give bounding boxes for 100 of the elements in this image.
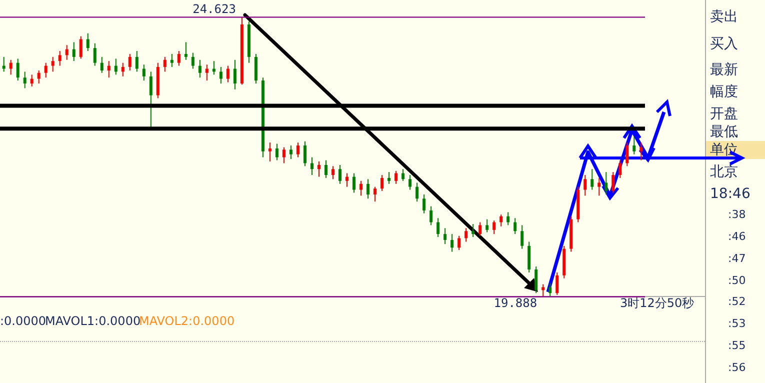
text: 北京 xyxy=(710,163,738,181)
candlestick xyxy=(366,178,370,200)
candlestick xyxy=(303,140,306,167)
candlestick xyxy=(198,59,202,78)
candlestick xyxy=(310,156,314,176)
text: 买入 xyxy=(710,35,738,53)
candlestick xyxy=(93,42,96,66)
candlestick xyxy=(184,42,188,60)
candlestick xyxy=(458,235,461,250)
candlestick xyxy=(408,174,412,190)
text: MAVOL1:0.0000 xyxy=(45,314,141,328)
candlestick xyxy=(135,50,138,72)
candlestick xyxy=(640,142,643,161)
candlestick xyxy=(121,62,124,77)
candlestick xyxy=(556,272,559,296)
text: MAVOL2:0.0000 xyxy=(139,314,235,328)
candlestick xyxy=(542,284,545,298)
text: :56 xyxy=(728,361,746,374)
candlestick xyxy=(324,160,328,178)
candlestick xyxy=(346,172,349,188)
text: 最低 xyxy=(710,123,738,141)
candlestick xyxy=(402,168,405,182)
candlestick xyxy=(380,174,384,192)
candlestick xyxy=(72,42,76,62)
candlestick xyxy=(233,59,236,90)
candlestick xyxy=(618,160,622,178)
candlestick xyxy=(79,36,82,60)
candlestick xyxy=(388,172,391,184)
annotation: 3时12分50秒 xyxy=(620,295,694,312)
candlestick xyxy=(332,166,335,180)
candlestick xyxy=(205,64,208,82)
candlestick xyxy=(520,224,524,250)
candlestick xyxy=(30,74,34,87)
candlestick xyxy=(464,228,468,242)
text: :52 xyxy=(728,295,746,308)
candlestick xyxy=(163,56,166,72)
candlestick xyxy=(226,65,230,83)
candlestick xyxy=(416,182,419,202)
candlestick xyxy=(590,168,594,190)
candlestick xyxy=(37,70,40,84)
candlestick xyxy=(500,214,503,227)
candlestick xyxy=(149,71,152,128)
candlestick xyxy=(44,62,48,78)
candlestick xyxy=(9,59,12,76)
candlestick xyxy=(374,186,377,202)
candlestick xyxy=(100,56,104,74)
candlestick xyxy=(177,50,180,66)
candlestick xyxy=(360,180,363,196)
candlestick xyxy=(632,136,636,155)
text: 18:46 xyxy=(710,186,750,202)
text: 幅度 xyxy=(710,83,738,101)
candlestick xyxy=(436,218,440,238)
candlestick xyxy=(282,146,286,164)
candlestick xyxy=(478,222,482,236)
candlestick xyxy=(338,164,342,184)
candlestick xyxy=(23,71,26,89)
candlestick xyxy=(534,266,538,294)
candlestick xyxy=(289,144,292,160)
candlestick xyxy=(486,218,489,233)
candlestick xyxy=(318,160,320,178)
candlestick xyxy=(612,172,615,194)
candlestick xyxy=(394,170,398,184)
candlestick xyxy=(268,142,272,162)
text: :0.0000 xyxy=(0,314,46,328)
candlestick xyxy=(219,66,222,84)
candlestick xyxy=(212,60,216,76)
text: 开盘 xyxy=(710,105,738,123)
candlestick xyxy=(107,60,110,78)
candlestick xyxy=(528,241,531,273)
candlestick xyxy=(128,53,132,71)
candlestick xyxy=(450,234,454,252)
text: :46 xyxy=(728,230,746,243)
candlestick xyxy=(584,174,587,196)
text: :53 xyxy=(728,317,746,330)
text: 卖出 xyxy=(710,8,738,26)
candlestick xyxy=(492,220,496,235)
candlestick xyxy=(626,142,629,167)
candlestick xyxy=(430,206,433,226)
candlestick xyxy=(142,64,146,82)
candlestick xyxy=(422,194,426,214)
annotation: 24.623 xyxy=(192,2,236,16)
candlestick xyxy=(444,228,447,245)
candlestick xyxy=(114,58,118,76)
candlestick xyxy=(472,224,475,238)
candlestick xyxy=(548,282,552,297)
candlestick xyxy=(86,32,90,52)
candlestick xyxy=(598,177,601,196)
candlestick xyxy=(506,212,510,226)
text: :38 xyxy=(728,208,746,221)
text: :55 xyxy=(728,339,746,352)
candlestick xyxy=(296,142,300,158)
candlestick xyxy=(352,172,356,194)
candlestick xyxy=(191,52,194,70)
candlestick xyxy=(51,56,54,72)
candlestick xyxy=(514,218,517,235)
candlestick xyxy=(16,58,20,82)
text: 最新 xyxy=(710,61,738,79)
candlestick xyxy=(65,44,68,60)
candlestick xyxy=(170,53,174,68)
candlestick xyxy=(58,50,62,66)
